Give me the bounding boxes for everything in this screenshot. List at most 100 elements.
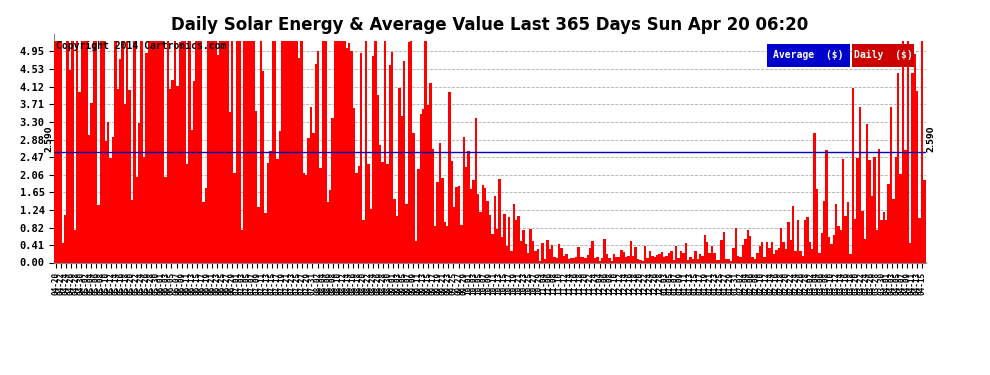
Bar	[563, 256, 565, 262]
Bar	[348, 43, 350, 262]
Bar	[386, 164, 389, 262]
Title: Daily Solar Energy & Average Value Last 365 Days Sun Apr 20 06:20: Daily Solar Energy & Average Value Last …	[171, 16, 809, 34]
Bar	[575, 257, 577, 262]
Bar	[68, 70, 71, 262]
Bar	[675, 246, 677, 262]
Bar	[527, 253, 530, 262]
Bar	[164, 177, 166, 262]
Bar	[224, 40, 227, 262]
Bar	[761, 242, 763, 262]
Bar	[141, 40, 143, 262]
Bar	[83, 40, 85, 262]
Bar	[632, 255, 635, 262]
Bar	[687, 260, 689, 262]
Bar	[802, 256, 804, 262]
Bar	[136, 177, 138, 262]
Bar	[93, 40, 95, 262]
Bar	[823, 201, 826, 262]
Bar	[114, 40, 117, 262]
Bar	[372, 57, 374, 262]
Bar	[697, 260, 699, 262]
Bar	[324, 40, 327, 262]
Bar	[239, 40, 241, 262]
Bar	[222, 40, 224, 262]
Bar	[243, 40, 246, 262]
Bar	[692, 259, 694, 262]
Bar	[560, 248, 563, 262]
Bar	[317, 51, 320, 262]
Bar	[241, 230, 243, 262]
Bar	[558, 244, 560, 262]
Bar	[198, 40, 200, 262]
Bar	[711, 246, 713, 262]
Bar	[523, 230, 525, 262]
Bar	[460, 225, 462, 262]
Bar	[642, 261, 644, 262]
Bar	[360, 53, 362, 262]
Bar	[124, 104, 126, 262]
Bar	[336, 40, 339, 262]
Bar	[775, 250, 778, 262]
Bar	[271, 40, 274, 262]
Bar	[665, 256, 668, 262]
Bar	[364, 40, 367, 262]
Bar	[744, 239, 746, 262]
Bar	[341, 40, 344, 262]
Bar	[146, 53, 148, 262]
Bar	[143, 157, 146, 262]
Bar	[215, 40, 217, 262]
Bar	[444, 222, 446, 262]
Bar	[706, 242, 709, 262]
Bar	[611, 261, 613, 262]
Bar	[596, 257, 599, 262]
Bar	[513, 204, 515, 262]
Bar	[482, 185, 484, 262]
Bar	[768, 248, 770, 262]
Bar	[174, 40, 176, 262]
Bar	[462, 137, 465, 262]
Bar	[374, 40, 376, 262]
Bar	[257, 207, 259, 262]
Bar	[833, 236, 835, 262]
Bar	[518, 216, 520, 262]
Bar	[816, 189, 819, 262]
Bar	[105, 141, 107, 262]
Bar	[535, 251, 537, 262]
Bar	[814, 133, 816, 262]
Bar	[389, 64, 391, 262]
Bar	[73, 230, 76, 262]
Bar	[594, 258, 596, 262]
Bar	[264, 213, 267, 262]
Bar	[188, 40, 190, 262]
Bar	[78, 92, 81, 262]
Bar	[838, 226, 840, 262]
Bar	[618, 257, 620, 262]
Bar	[413, 133, 415, 262]
Bar	[809, 242, 811, 262]
Bar	[97, 205, 100, 262]
Bar	[148, 40, 149, 262]
Bar	[616, 256, 618, 262]
Bar	[320, 168, 322, 262]
Bar	[572, 258, 575, 262]
Bar	[899, 174, 902, 262]
Bar	[553, 257, 555, 262]
Bar	[161, 40, 164, 262]
Bar	[608, 258, 611, 262]
Bar	[134, 40, 136, 262]
Bar	[100, 40, 102, 262]
Bar	[897, 74, 899, 262]
Bar	[437, 182, 439, 262]
Bar	[300, 40, 303, 262]
Bar	[873, 157, 875, 262]
Bar	[577, 247, 579, 262]
Bar	[350, 51, 352, 262]
Bar	[656, 255, 658, 262]
Bar	[122, 40, 124, 262]
Bar	[506, 246, 508, 262]
Bar	[420, 114, 422, 262]
Bar	[525, 244, 527, 262]
Bar	[334, 40, 336, 262]
Bar	[410, 40, 413, 262]
Bar	[689, 256, 692, 262]
